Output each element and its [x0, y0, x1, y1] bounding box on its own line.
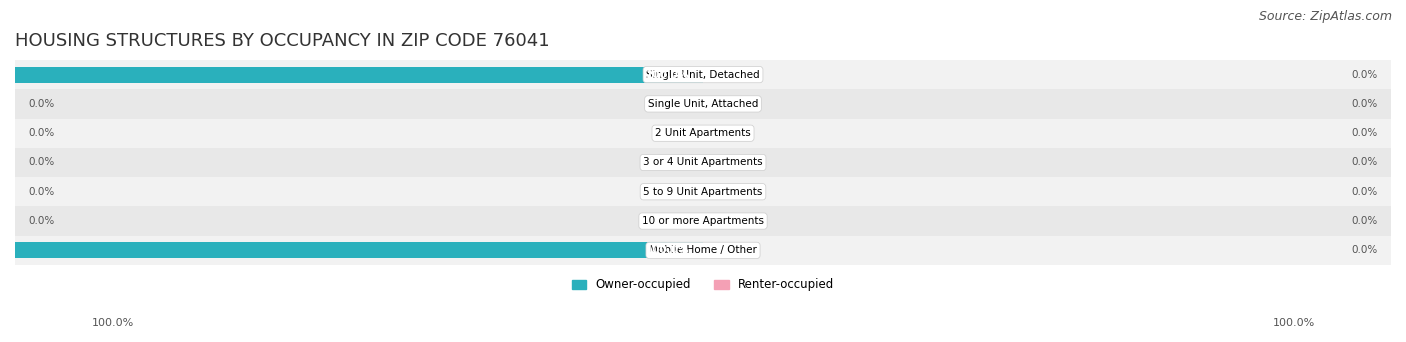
Text: 0.0%: 0.0% — [1351, 187, 1378, 197]
Bar — [15, 119, 1391, 148]
Text: 0.0%: 0.0% — [1351, 99, 1378, 109]
Legend: Owner-occupied, Renter-occupied: Owner-occupied, Renter-occupied — [567, 274, 839, 296]
Text: Single Unit, Attached: Single Unit, Attached — [648, 99, 758, 109]
Text: 0.0%: 0.0% — [28, 216, 55, 226]
Text: 100.0%: 100.0% — [645, 70, 689, 80]
Text: 0.0%: 0.0% — [28, 99, 55, 109]
Text: 10 or more Apartments: 10 or more Apartments — [643, 216, 763, 226]
Bar — [15, 60, 1391, 89]
Bar — [15, 242, 703, 259]
Text: 0.0%: 0.0% — [1351, 216, 1378, 226]
Text: 0.0%: 0.0% — [28, 128, 55, 138]
Text: Mobile Home / Other: Mobile Home / Other — [650, 245, 756, 255]
Text: HOUSING STRUCTURES BY OCCUPANCY IN ZIP CODE 76041: HOUSING STRUCTURES BY OCCUPANCY IN ZIP C… — [15, 32, 550, 50]
Bar — [15, 89, 1391, 119]
Bar — [15, 177, 1391, 207]
Text: 0.0%: 0.0% — [1351, 70, 1378, 80]
Text: 3 or 4 Unit Apartments: 3 or 4 Unit Apartments — [643, 157, 763, 168]
Text: 100.0%: 100.0% — [1272, 318, 1315, 328]
Text: 0.0%: 0.0% — [28, 187, 55, 197]
Bar — [15, 236, 1391, 265]
Text: 0.0%: 0.0% — [1351, 128, 1378, 138]
Text: 0.0%: 0.0% — [1351, 157, 1378, 168]
Text: Single Unit, Detached: Single Unit, Detached — [647, 70, 759, 80]
Text: Source: ZipAtlas.com: Source: ZipAtlas.com — [1258, 10, 1392, 23]
Text: 100.0%: 100.0% — [645, 245, 689, 255]
Bar — [15, 207, 1391, 236]
Bar — [15, 67, 703, 83]
Text: 0.0%: 0.0% — [28, 157, 55, 168]
Text: 5 to 9 Unit Apartments: 5 to 9 Unit Apartments — [644, 187, 762, 197]
Text: 2 Unit Apartments: 2 Unit Apartments — [655, 128, 751, 138]
Bar — [15, 148, 1391, 177]
Text: 0.0%: 0.0% — [1351, 245, 1378, 255]
Text: 100.0%: 100.0% — [91, 318, 134, 328]
